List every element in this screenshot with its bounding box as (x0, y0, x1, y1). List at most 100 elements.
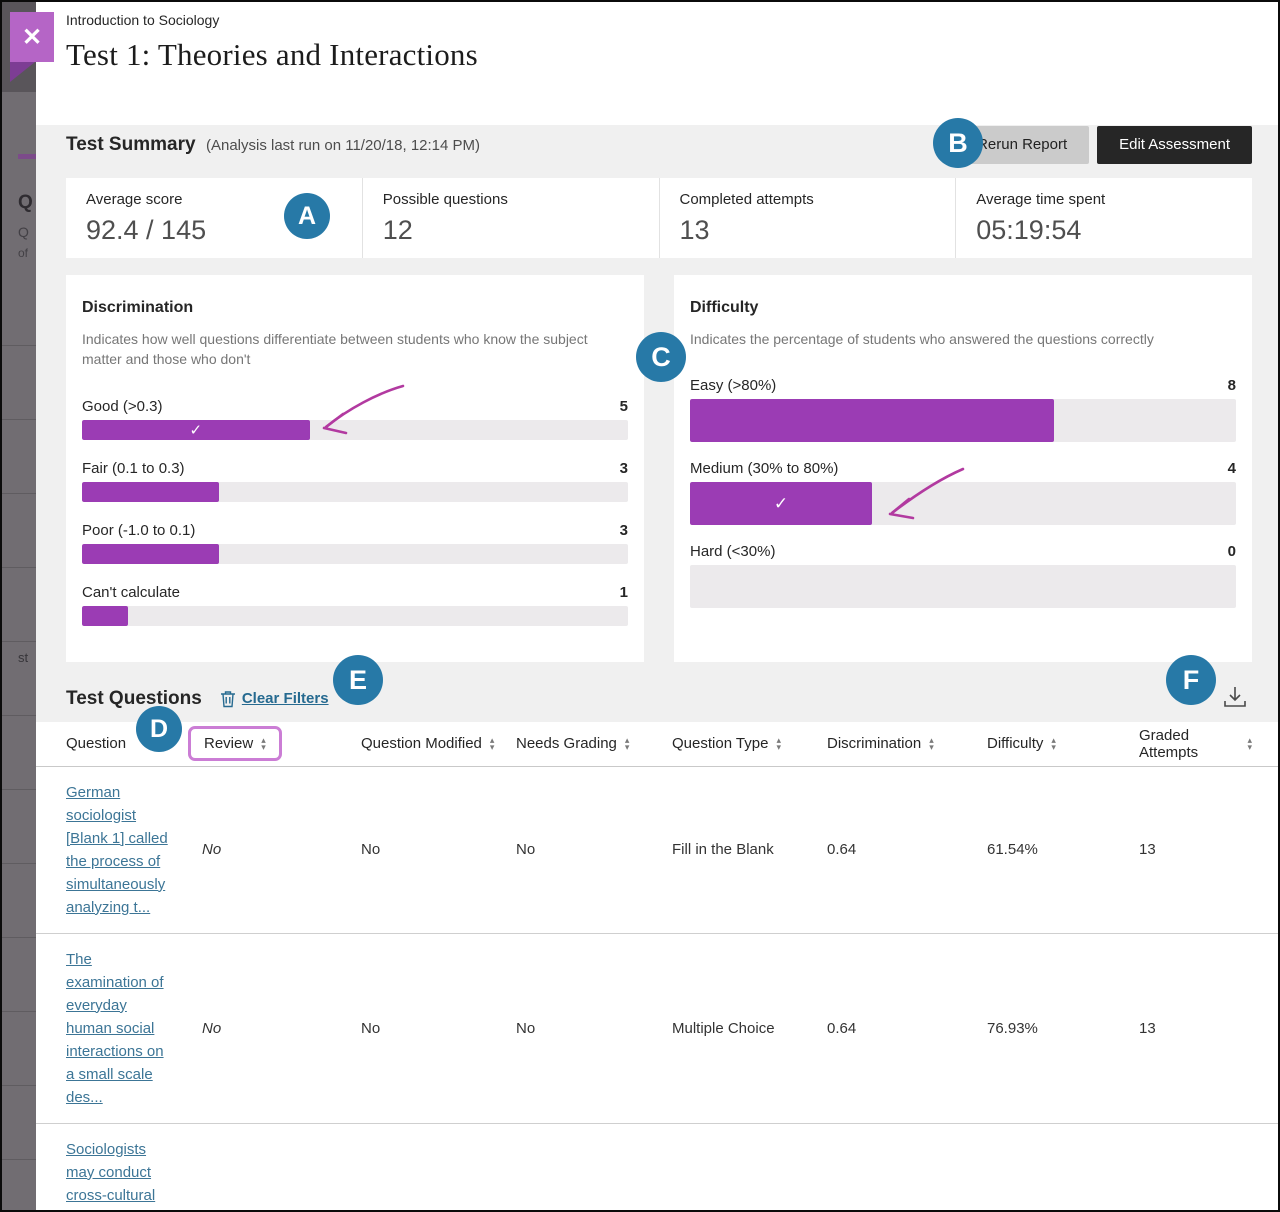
stat-label: Average time spent (976, 191, 1106, 208)
table-row: The examination of everyday human social… (36, 934, 1278, 1124)
needs-grading-cell: No (516, 1019, 536, 1037)
col-question-type[interactable]: Question Type ▴ ▾ (672, 734, 781, 753)
question-type-cell: Multiple Choice (672, 1019, 775, 1037)
bar-count: 0 (1227, 543, 1236, 561)
sort-icon[interactable]: ▴ ▾ (261, 734, 266, 752)
table-header-row: Question Review ▴ ▾ Question Modified ▴ ▾ … (36, 722, 1278, 767)
download-button[interactable] (1218, 680, 1252, 717)
stat-completed-attempts: Completed attempts 13 (660, 178, 957, 258)
col-difficulty[interactable]: Difficulty ▴ ▾ (987, 734, 1056, 753)
stat-value: 92.4 / 145 (86, 215, 207, 245)
bar-track (82, 605, 628, 626)
badge-c: C (636, 332, 686, 382)
difficulty-description: Indicates the percentage of students who… (690, 331, 1154, 347)
bar-label: Hard (<30%) (690, 543, 776, 561)
bar-label: Fair (0.1 to 0.3) (82, 459, 185, 477)
panel-header: Introduction to Sociology Test 1: Theori… (36, 2, 1278, 92)
bar-track (82, 481, 628, 502)
col-discrimination[interactable]: Discrimination ▴ ▾ (827, 734, 934, 753)
sort-icon[interactable]: ▴ ▾ (1051, 734, 1056, 752)
bar-count: 1 (619, 583, 628, 601)
question-type-cell: Fill in the Blank (672, 841, 774, 859)
difficulty-panel: Difficulty Indicates the percentage of s… (674, 275, 1252, 662)
graded-attempts-cell: 13 (1139, 1019, 1156, 1037)
bar-track: ✓ (690, 482, 1236, 526)
table-row: Sociologists may conduct cross-cultural … (36, 1124, 1278, 1210)
difficulty-cell: 76.93% (987, 1019, 1038, 1037)
bar-label: Poor (-1.0 to 0.1) (82, 521, 196, 539)
background-text-fragment: st (18, 650, 28, 665)
bar-track (82, 543, 628, 564)
summary-content: Test Summary (Analysis last run on 11/20… (36, 125, 1278, 722)
stat-possible-questions: Possible questions 12 (363, 178, 660, 258)
badge-b: B (933, 118, 983, 168)
discrimination-description: Indicates how well questions differentia… (82, 331, 588, 368)
bar-track (690, 565, 1236, 609)
stat-label: Possible questions (382, 191, 508, 208)
question-link[interactable]: Sociologists may conduct cross-cultural … (66, 1140, 156, 1210)
review-cell: No (202, 1019, 222, 1037)
question-link[interactable]: The examination of everyday human social… (66, 950, 164, 1106)
course-name: Introduction to Sociology (66, 12, 220, 28)
test-questions-table: Question Review ▴ ▾ Question Modified ▴ ▾ … (36, 721, 1278, 1210)
badge-a: A (284, 193, 330, 239)
edit-assessment-button[interactable]: Edit Assessment (1097, 125, 1252, 164)
bar-track (690, 399, 1236, 443)
background-text-fragment: Q (18, 192, 33, 213)
test-summary-heading: Test Summary (66, 133, 196, 155)
stat-label: Average score (86, 191, 183, 208)
col-needs-grading[interactable]: Needs Grading ▴ ▾ (516, 734, 630, 753)
summary-stats-bar: Average score 92.4 / 145 Possible questi… (66, 178, 1252, 258)
badge-d: D (136, 706, 182, 752)
bar-fill (82, 543, 219, 564)
badge-e: E (333, 655, 383, 705)
test-questions-heading: Test Questions (66, 687, 202, 709)
close-button[interactable]: ✕ (10, 12, 54, 82)
background-page-sliver: Q Q of st (2, 2, 36, 1210)
col-question-modified[interactable]: Question Modified ▴ ▾ (361, 734, 495, 753)
sort-icon[interactable]: ▴ ▾ (1247, 734, 1252, 752)
checkmark-icon: ✓ (773, 493, 789, 513)
bar-label: Can't calculate (82, 583, 180, 601)
bar-fill: ✓ (690, 482, 872, 526)
col-graded-attempts[interactable]: Graded Attempts ▴ ▾ (1139, 726, 1252, 761)
stat-value: 13 (679, 215, 710, 245)
bar-fill (690, 399, 1054, 443)
clear-filters-link[interactable]: Clear Filters (220, 690, 329, 708)
bar-fill (82, 481, 219, 502)
question-modified-cell: No (361, 841, 381, 859)
question-modified-cell: No (361, 1019, 381, 1037)
col-question: Question (66, 735, 127, 753)
sort-icon[interactable]: ▴ ▾ (929, 734, 934, 752)
close-icon: ✕ (21, 23, 43, 51)
bar-medium: Medium (30% to 80%) 4 ✓ (690, 460, 1236, 526)
question-link[interactable]: German sociologist [Blank 1] called the … (66, 783, 168, 916)
sort-icon[interactable]: ▴ ▾ (776, 734, 781, 752)
bar-label: Good (>0.3) (82, 397, 163, 415)
sort-icon[interactable]: ▴ ▾ (624, 734, 630, 752)
analysis-last-run-text: (Analysis last run on 11/20/18, 12:14 PM… (205, 136, 481, 154)
bar-label: Easy (>80%) (690, 377, 777, 395)
ribbon-fold (10, 62, 35, 82)
discrimination-panel: Discrimination Indicates how well questi… (66, 275, 644, 662)
bar-cant-calculate: Can't calculate 1 (82, 584, 628, 626)
trash-icon (220, 690, 235, 707)
bar-count: 8 (1227, 377, 1236, 395)
review-highlight-box: Review ▴ ▾ (188, 726, 282, 762)
stat-value: 12 (382, 215, 413, 245)
difficulty-title: Difficulty (690, 299, 759, 316)
stat-average-time: Average time spent 05:19:54 (956, 178, 1252, 258)
bar-count: 3 (619, 459, 628, 477)
page-title: Test 1: Theories and Interactions (66, 37, 478, 72)
stat-average-score: Average score 92.4 / 145 (66, 178, 363, 258)
download-icon (1224, 687, 1246, 707)
background-tab-underline (18, 154, 36, 159)
sort-icon[interactable]: ▴ ▾ (489, 734, 495, 752)
summary-heading-group: Test Summary (Analysis last run on 11/20… (66, 134, 480, 156)
graded-attempts-cell: 13 (1139, 841, 1156, 859)
col-review[interactable]: Review ▴ ▾ (188, 726, 361, 762)
stat-label: Completed attempts (679, 191, 814, 208)
background-divider-lines (2, 272, 36, 1172)
bar-label: Medium (30% to 80%) (690, 460, 839, 478)
